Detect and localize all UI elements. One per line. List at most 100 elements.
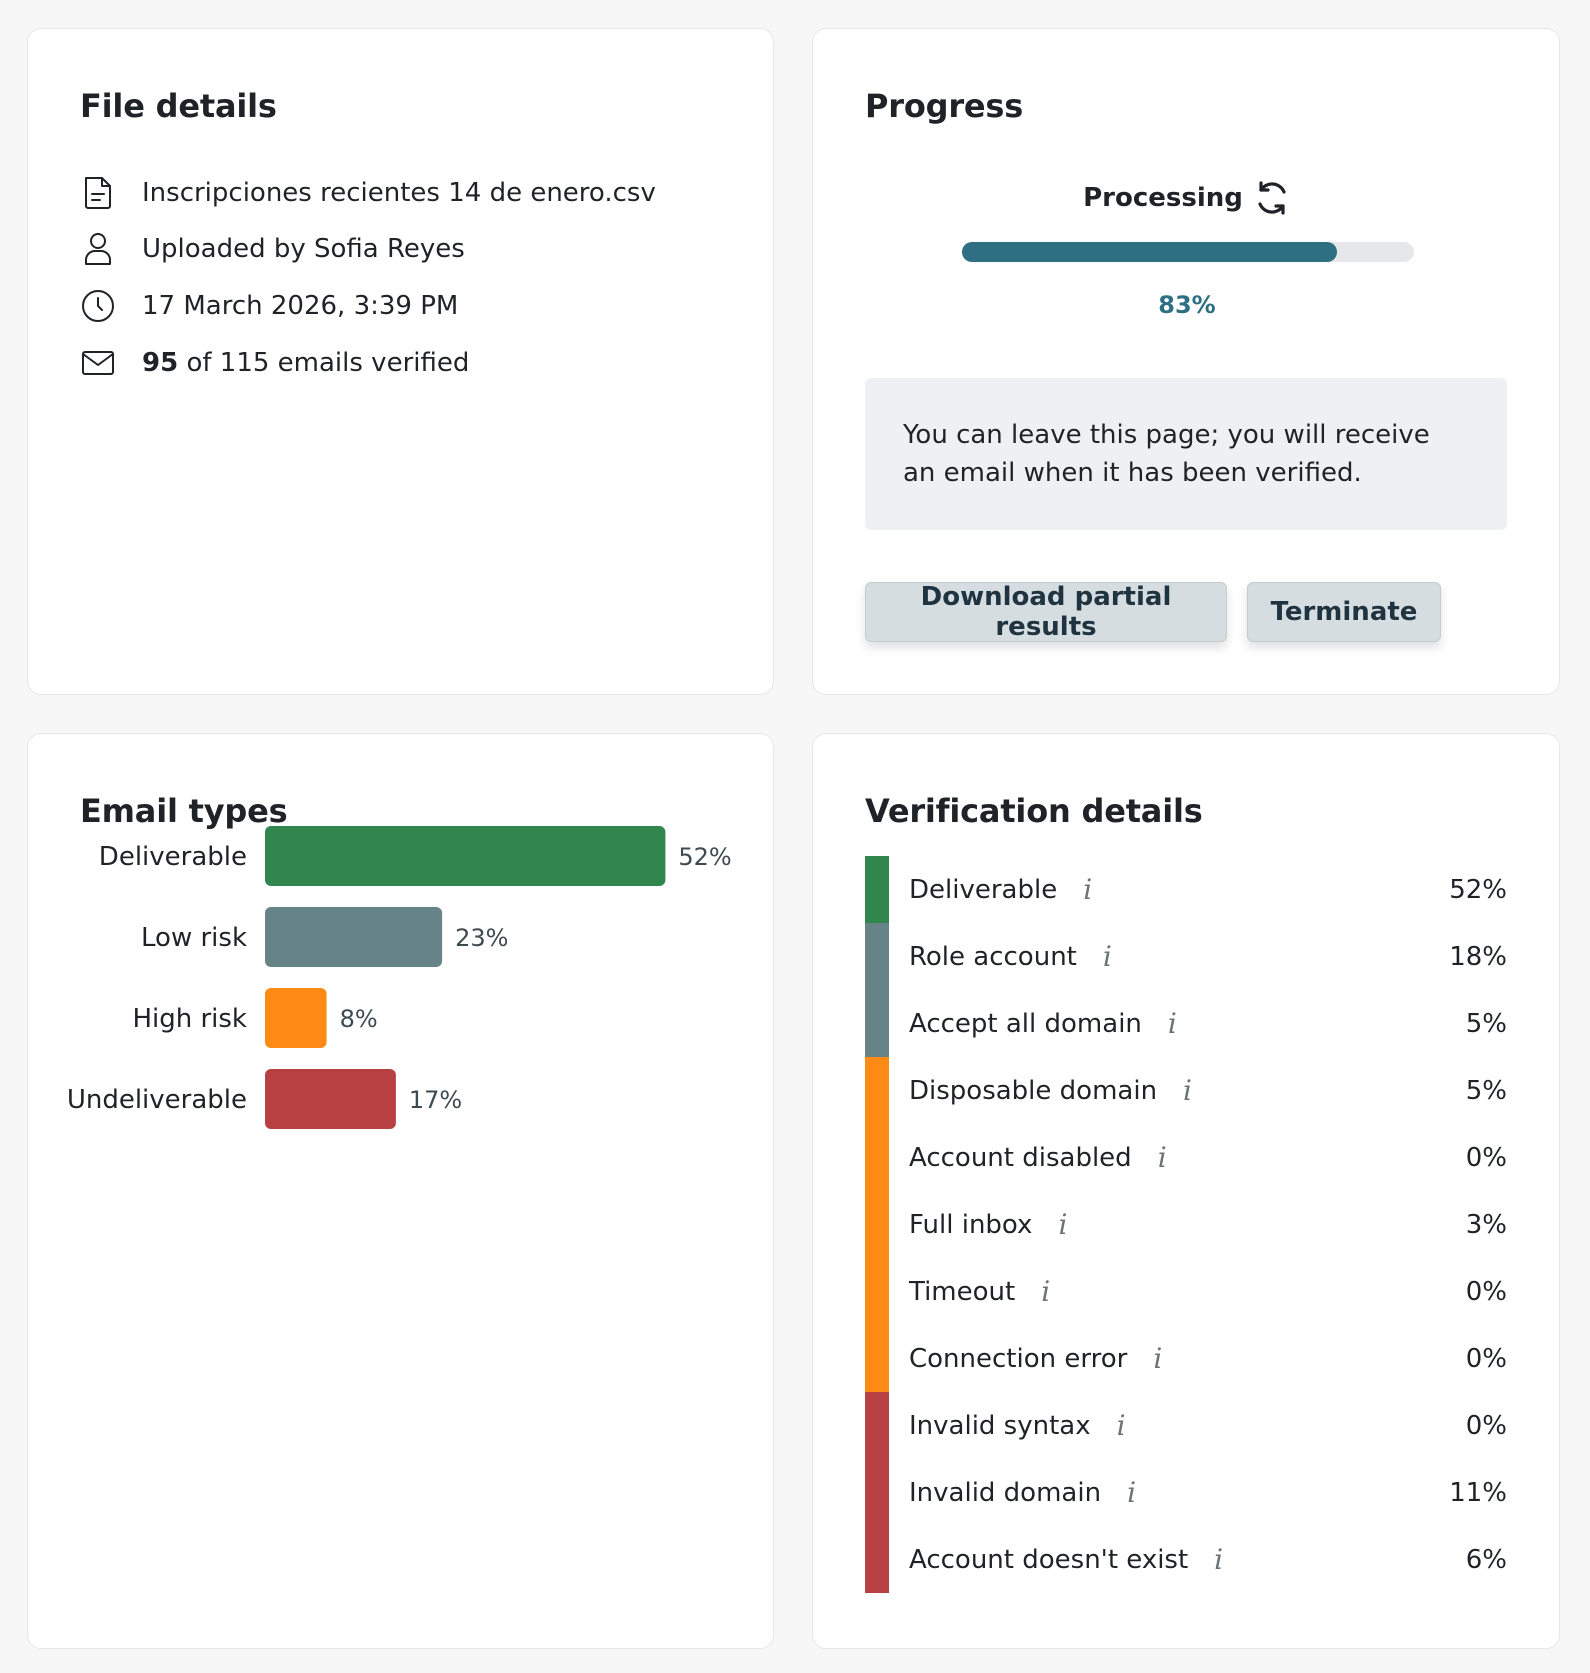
file-name-row: Inscripciones recientes 14 de enero.csv xyxy=(80,173,656,213)
processing-status: Processing xyxy=(813,179,1561,217)
verification-percent: 5% xyxy=(1465,1075,1507,1106)
verification-row: Accept all domain i 5% xyxy=(865,990,1507,1057)
verification-label-text: Timeout xyxy=(909,1276,1016,1307)
verification-label-text: Disposable domain xyxy=(909,1075,1158,1106)
verification-label: Invalid syntax i xyxy=(909,1392,1126,1459)
timestamp-row: 17 March 2026, 3:39 PM xyxy=(80,286,458,326)
category-color-strip xyxy=(865,1191,889,1258)
verification-percent: 0% xyxy=(1465,1142,1507,1173)
info-icon[interactable]: i xyxy=(1102,940,1112,973)
category-color-strip xyxy=(865,1459,889,1526)
category-color-strip xyxy=(865,923,889,990)
uploaded-by: Uploaded by Sofia Reyes xyxy=(142,234,465,264)
user-icon xyxy=(80,229,116,269)
verification-label-text: Invalid domain xyxy=(909,1477,1102,1508)
verification-label: Disposable domain i xyxy=(909,1057,1192,1124)
info-icon[interactable]: i xyxy=(1058,1208,1068,1241)
email-types-card: Email types Deliverable 52% Low risk 23% Hig… xyxy=(27,733,774,1649)
email-types-title: Email types xyxy=(80,792,288,830)
bar xyxy=(265,907,443,967)
verification-percent: 52% xyxy=(1449,874,1507,905)
category-color-strip xyxy=(865,990,889,1057)
verification-row: Invalid domain i 11% xyxy=(865,1459,1507,1526)
verification-row: Role account i 18% xyxy=(865,923,1507,990)
category-color-strip xyxy=(865,1325,889,1392)
bar-label: Undeliverable xyxy=(67,1085,247,1115)
verification-percent: 0% xyxy=(1465,1276,1507,1307)
verified-number: 95 xyxy=(142,348,179,378)
verification-row: Account disabled i 0% xyxy=(865,1124,1507,1191)
terminate-button[interactable]: Terminate xyxy=(1247,582,1441,642)
verification-row: Connection error i 0% xyxy=(865,1325,1507,1392)
verification-row: Full inbox i 3% xyxy=(865,1191,1507,1258)
file-details-title: File details xyxy=(80,87,277,125)
download-partial-results-button[interactable]: Download partial results xyxy=(865,582,1227,642)
category-color-strip xyxy=(865,1258,889,1325)
bar-label: Deliverable xyxy=(99,842,247,872)
bar-value-label: 52% xyxy=(678,843,731,871)
processing-label: Processing xyxy=(1083,183,1243,213)
verification-label-text: Full inbox xyxy=(909,1209,1033,1240)
verification-label: Account doesn't exist i xyxy=(909,1526,1223,1593)
leave-page-notice: You can leave this page; you will receiv… xyxy=(865,378,1507,530)
verification-label: Invalid domain i xyxy=(909,1459,1136,1526)
progress-bar-fill xyxy=(962,242,1338,262)
clock-icon xyxy=(80,286,116,326)
category-color-strip xyxy=(865,1526,889,1593)
verification-row: Deliverable i 52% xyxy=(865,856,1507,923)
progress-bar xyxy=(962,242,1414,262)
bar-value-label: 23% xyxy=(455,924,508,952)
verification-details-title: Verification details xyxy=(865,792,1203,830)
info-icon[interactable]: i xyxy=(1127,1476,1137,1509)
verification-label-text: Invalid syntax xyxy=(909,1410,1091,1441)
email-types-chart: Deliverable 52% Low risk 23% High risk 8% Unde… xyxy=(67,826,732,1129)
verification-percent: 3% xyxy=(1465,1209,1507,1240)
verification-label-text: Account doesn't exist xyxy=(909,1544,1189,1575)
bar xyxy=(265,826,666,886)
verification-label: Connection error i xyxy=(909,1325,1162,1392)
upload-timestamp: 17 March 2026, 3:39 PM xyxy=(142,291,459,321)
verified-count-row: 95 of 115 emails verified xyxy=(80,343,469,383)
progress-title: Progress xyxy=(865,87,1024,125)
verification-percent: 5% xyxy=(1465,1008,1507,1039)
info-icon[interactable]: i xyxy=(1041,1275,1051,1308)
verification-percent: 0% xyxy=(1465,1410,1507,1441)
category-color-strip xyxy=(865,1124,889,1191)
verification-label-text: Accept all domain xyxy=(909,1008,1142,1039)
verification-label-text: Account disabled xyxy=(909,1142,1132,1173)
verification-row: Invalid syntax i 0% xyxy=(865,1392,1507,1459)
info-icon[interactable]: i xyxy=(1214,1543,1224,1576)
bar-label: Low risk xyxy=(141,923,247,953)
category-color-strip xyxy=(865,1392,889,1459)
verification-label: Full inbox i xyxy=(909,1191,1067,1258)
verification-percent: 18% xyxy=(1449,941,1507,972)
verified-rest: of 115 emails verified xyxy=(178,348,470,378)
verification-label-text: Deliverable xyxy=(909,874,1058,905)
mail-icon xyxy=(80,343,116,383)
file-details-card: File details Inscripciones recientes 14 … xyxy=(27,28,774,695)
info-icon[interactable]: i xyxy=(1083,873,1093,906)
info-icon[interactable]: i xyxy=(1183,1074,1193,1107)
progress-percent: 83% xyxy=(1158,291,1216,319)
bar xyxy=(265,1069,396,1129)
verification-row: Account doesn't exist i 6% xyxy=(865,1526,1507,1593)
verification-label: Role account i xyxy=(909,923,1112,990)
uploaded-by-row: Uploaded by Sofia Reyes xyxy=(80,229,465,269)
category-color-strip xyxy=(865,856,889,923)
verification-label: Accept all domain i xyxy=(909,990,1177,1057)
verification-row: Timeout i 0% xyxy=(865,1258,1507,1325)
bar xyxy=(265,988,327,1048)
info-icon[interactable]: i xyxy=(1116,1409,1126,1442)
info-icon[interactable]: i xyxy=(1153,1342,1163,1375)
verification-details-card: Verification details Deliverable i 52% Role… xyxy=(812,733,1560,1649)
notice-text: You can leave this page; you will receiv… xyxy=(903,420,1430,488)
bar-value-label: 17% xyxy=(409,1086,462,1114)
verification-label: Timeout i xyxy=(909,1258,1050,1325)
verification-label-text: Connection error xyxy=(909,1343,1128,1374)
verification-percent: 6% xyxy=(1465,1544,1507,1575)
verification-label: Deliverable i xyxy=(909,856,1092,923)
bar-value-label: 8% xyxy=(340,1005,378,1033)
info-icon[interactable]: i xyxy=(1157,1141,1167,1174)
info-icon[interactable]: i xyxy=(1167,1007,1177,1040)
verification-label: Account disabled i xyxy=(909,1124,1167,1191)
